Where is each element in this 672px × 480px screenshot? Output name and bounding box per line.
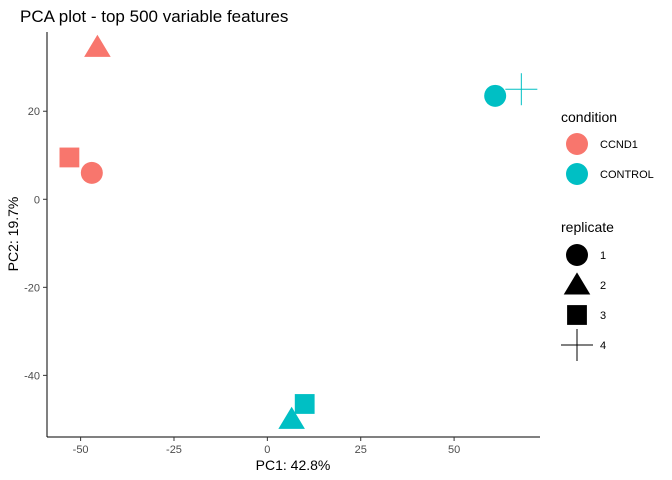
- legend-replicate-key-1: [566, 244, 588, 266]
- legend-condition-label: CCND1: [600, 139, 638, 151]
- y-tick-label: -40: [24, 370, 40, 382]
- legend-condition-label: CONTROL: [600, 169, 654, 181]
- x-tick-label: 0: [264, 444, 270, 456]
- legend-replicate-title: replicate: [561, 219, 614, 235]
- y-tick-label: -20: [24, 282, 40, 294]
- point-ccnd1-rep2: [84, 34, 111, 57]
- legend-replicate-key-4: [561, 329, 593, 361]
- x-ticks: -50 -25 0 25 50: [73, 437, 460, 456]
- legend-replicate-label: 1: [600, 250, 606, 262]
- data-points: [59, 34, 538, 429]
- legend-condition: condition CCND1 CONTROL: [561, 109, 654, 185]
- legend-replicate-key-3: [567, 305, 587, 325]
- legend-condition-title: condition: [561, 109, 617, 125]
- legend-condition-key-ccnd1: [566, 133, 588, 155]
- x-tick-label: -25: [166, 444, 182, 456]
- y-tick-label: 0: [34, 194, 40, 206]
- y-ticks: -40 -20 0 20: [24, 106, 47, 382]
- legend-replicate-key-2: [563, 272, 591, 295]
- x-axis-title: PC1: 42.8%: [256, 457, 331, 473]
- point-ccnd1-rep3: [59, 147, 80, 168]
- legend-replicate: replicate 1 2 3 4: [561, 219, 614, 361]
- legend-condition-key-control: [566, 163, 588, 185]
- legend-replicate-label: 3: [600, 310, 606, 322]
- point-control-rep3: [294, 394, 315, 414]
- x-tick-label: -50: [73, 444, 89, 456]
- x-tick-label: 50: [448, 444, 460, 456]
- plot-area: -50 -25 0 25 50 -40 -20 0 20: [24, 32, 540, 456]
- chart-title: PCA plot - top 500 variable features: [20, 7, 288, 26]
- x-tick-label: 25: [355, 444, 367, 456]
- legend-replicate-label: 2: [600, 280, 606, 292]
- point-control-rep2: [278, 406, 305, 429]
- point-control-rep1: [484, 84, 507, 107]
- legend-replicate-label: 4: [600, 340, 606, 352]
- point-control-rep4: [505, 73, 538, 106]
- point-ccnd1-rep1: [80, 161, 103, 184]
- y-tick-label: 20: [28, 106, 40, 118]
- y-axis-title: PC2: 19.7%: [5, 197, 21, 272]
